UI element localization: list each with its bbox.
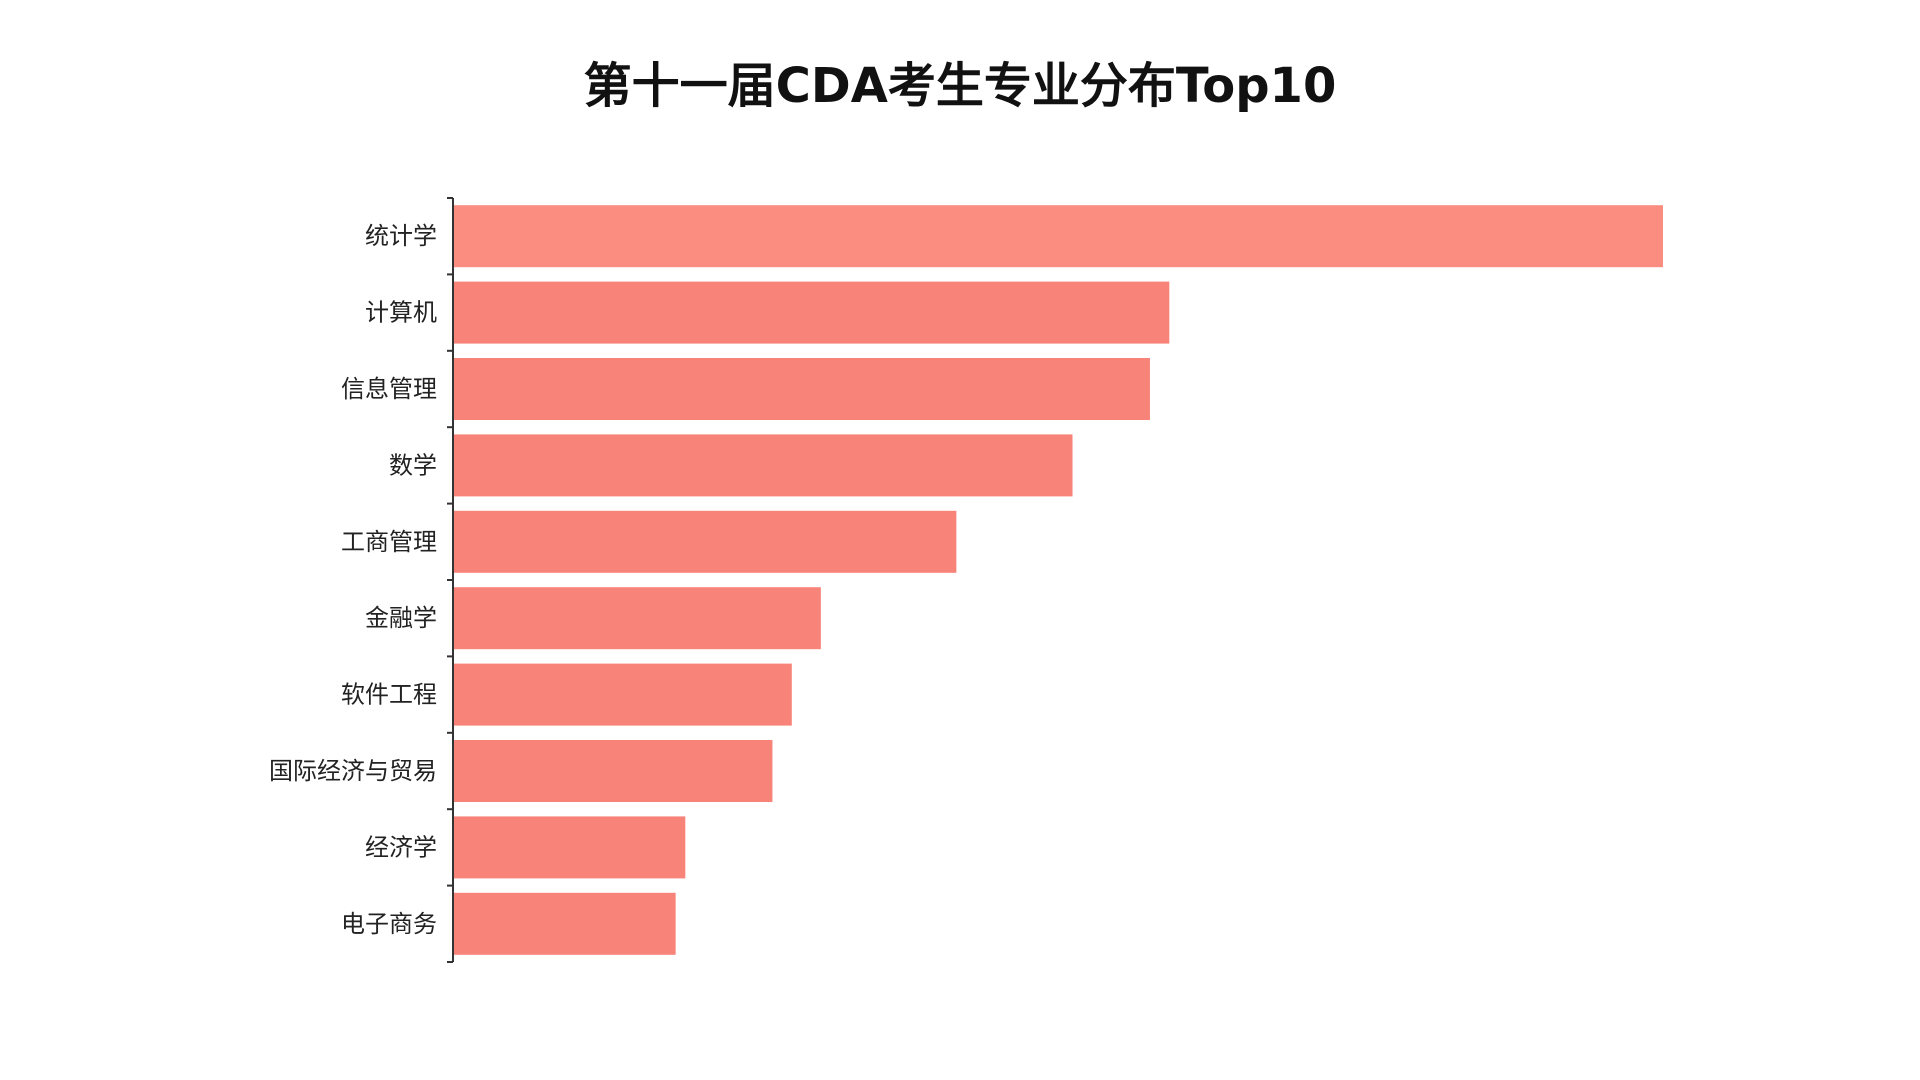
bar-6 [454, 587, 821, 650]
bar-10 [454, 892, 676, 955]
chart-title: 第十一届CDA考生专业分布Top10 [583, 58, 1337, 114]
bar-7 [454, 663, 792, 726]
bar-9 [454, 816, 686, 879]
bar-8 [454, 740, 773, 802]
category-label: 国际经济与贸易 [269, 757, 437, 785]
category-label: 金融学 [365, 604, 437, 632]
category-label: 电子商务 [341, 910, 437, 938]
bar-4 [454, 434, 1073, 497]
category-label: 统计学 [365, 222, 437, 250]
category-label: 数学 [389, 451, 437, 479]
category-label: 软件工程 [341, 681, 437, 709]
bar-1 [454, 205, 1663, 268]
category-label: 经济学 [365, 833, 437, 861]
category-label: 信息管理 [341, 375, 437, 403]
bar-3 [454, 358, 1150, 420]
bar-2 [454, 281, 1170, 344]
bar-5 [454, 510, 957, 573]
category-label: 工商管理 [341, 528, 437, 556]
category-label: 计算机 [365, 299, 437, 327]
